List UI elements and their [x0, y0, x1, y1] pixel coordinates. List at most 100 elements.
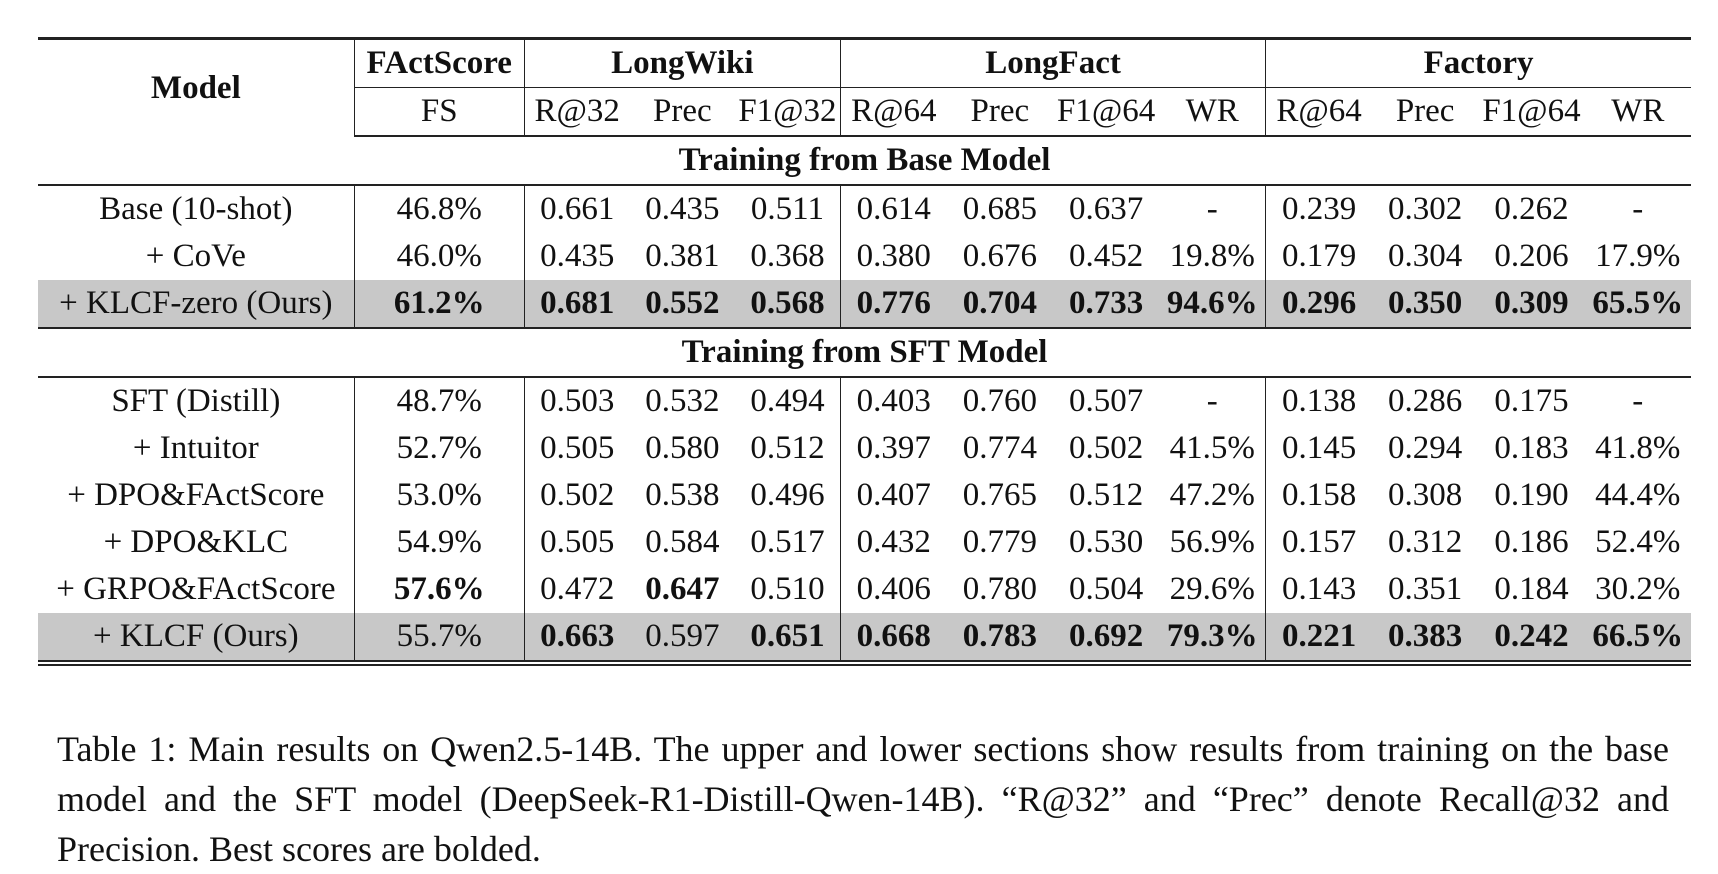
score-cell: 0.779: [962, 524, 1037, 560]
subheader: R@64: [840, 87, 947, 137]
score-cell: 0.186: [1494, 524, 1569, 560]
score-cell: 0.435: [645, 191, 720, 227]
model-name: + KLCF-zero (Ours): [38, 280, 355, 329]
score-cell: 0.397: [856, 430, 931, 466]
score-cell: 41.5%: [1159, 425, 1267, 472]
score-cell: 0.242: [1478, 613, 1585, 663]
score-cell: 0.294: [1388, 430, 1463, 466]
model-name: + CoVe: [38, 233, 355, 280]
score-cell: -: [1632, 383, 1644, 419]
score-cell: 0.668: [840, 613, 947, 663]
score-cell: 57.6%: [354, 566, 525, 613]
score-cell: 0.494: [735, 377, 841, 425]
score-cell: 0.552: [629, 280, 735, 329]
score-cell: 0.304: [1388, 238, 1463, 274]
score-cell: 0.435: [540, 238, 615, 274]
score-cell: 94.6%: [1159, 280, 1267, 329]
score-cell: 0.685: [962, 191, 1037, 227]
score-cell: 56.9%: [1159, 519, 1267, 566]
section-row: Training from Base Model: [38, 136, 1691, 186]
table-row: + Intuitor 52.7% 0.505 0.580 0.512 0.397 0.774…: [38, 425, 1691, 472]
score-cell: 0.692: [1053, 613, 1160, 663]
score-cell: 47.2%: [1159, 472, 1267, 519]
section-row: Training from SFT Model: [38, 328, 1691, 378]
score-cell: 0.597: [629, 613, 735, 663]
score-cell: 0.503: [540, 383, 615, 419]
subheader: F1@32: [735, 87, 841, 137]
subheader: R@32: [524, 87, 630, 137]
subheader: Prec: [629, 87, 735, 137]
score-cell: 0.530: [1069, 524, 1144, 560]
score-cell: 0.505: [540, 524, 615, 560]
score-cell: 0.407: [856, 477, 931, 513]
subheader: WR: [1584, 87, 1691, 137]
score-cell: 0.308: [1388, 477, 1463, 513]
score-cell: 0.760: [962, 383, 1037, 419]
score-cell: 65.5%: [1584, 280, 1691, 329]
score-cell: 0.584: [645, 524, 720, 560]
subheader: F1@64: [1478, 87, 1585, 137]
score-cell: 0.296: [1265, 280, 1372, 329]
score-cell: 0.505: [540, 430, 615, 466]
score-cell: 53.0%: [354, 472, 525, 519]
model-name: + KLCF (Ours): [38, 613, 355, 663]
score-cell: 0.532: [645, 383, 720, 419]
score-cell: 52.4%: [1595, 524, 1681, 560]
score-cell: 0.157: [1281, 524, 1357, 560]
score-cell: 0.568: [735, 280, 841, 329]
score-cell: 0.780: [962, 571, 1037, 607]
subheader-row: FS R@32 Prec F1@32 R@64 Prec F1@64 WR R@64 Prec F1…: [38, 87, 1691, 137]
score-cell: 0.239: [1281, 191, 1357, 227]
score-cell: 0.663: [524, 613, 630, 663]
score-cell: 0.432: [856, 524, 931, 560]
score-cell: 0.381: [645, 238, 720, 274]
model-name: SFT (Distill): [38, 377, 355, 425]
score-cell: 0.510: [735, 566, 841, 613]
model-name: + DPO&FActScore: [38, 472, 355, 519]
score-cell: 66.5%: [1584, 613, 1691, 663]
score-cell: 0.517: [735, 519, 841, 566]
score-cell: 46.8%: [354, 185, 525, 233]
model-name: + GRPO&FActScore: [38, 566, 355, 613]
score-cell: -: [1632, 191, 1644, 227]
score-cell: 0.183: [1494, 430, 1569, 466]
group-header: Factory: [1265, 38, 1691, 88]
score-cell: 46.0%: [354, 233, 525, 280]
score-cell: 0.776: [840, 280, 947, 329]
score-cell: 0.676: [962, 238, 1037, 274]
table-row: Base (10-shot) 46.8% 0.661 0.435 0.511 0.614 0…: [38, 185, 1691, 233]
subheader: WR: [1159, 87, 1267, 137]
score-cell: 0.502: [1069, 430, 1144, 466]
score-cell: 0.496: [735, 472, 841, 519]
score-cell: 0.452: [1069, 238, 1144, 274]
table-row: + DPO&FActScore 53.0% 0.502 0.538 0.496 0.407…: [38, 472, 1691, 519]
score-cell: 0.472: [540, 571, 615, 607]
table-row: + KLCF (Ours) 55.7% 0.663 0.597 0.651 0.668 0.…: [38, 613, 1691, 663]
score-cell: 0.312: [1388, 524, 1463, 560]
score-cell: 0.733: [1053, 280, 1160, 329]
section-title: Training from SFT Model: [38, 328, 1691, 378]
subheader: FS: [354, 87, 525, 137]
score-cell: 0.143: [1281, 571, 1357, 607]
score-cell: 29.6%: [1159, 566, 1267, 613]
score-cell: 0.190: [1494, 477, 1569, 513]
score-cell: 0.179: [1281, 238, 1357, 274]
model-name: + DPO&KLC: [38, 519, 355, 566]
table-row: + KLCF-zero (Ours) 61.2% 0.681 0.552 0.568 0.…: [38, 280, 1691, 329]
score-cell: 0.406: [856, 571, 931, 607]
score-cell: 0.184: [1494, 571, 1569, 607]
score-cell: 0.206: [1494, 238, 1569, 274]
score-cell: 0.504: [1069, 571, 1144, 607]
score-cell: 0.351: [1388, 571, 1463, 607]
score-cell: 0.221: [1265, 613, 1372, 663]
score-cell: 0.774: [962, 430, 1037, 466]
score-cell: 0.302: [1388, 191, 1463, 227]
score-cell: 0.512: [1069, 477, 1144, 513]
score-cell: 48.7%: [354, 377, 525, 425]
score-cell: 0.286: [1388, 383, 1463, 419]
score-cell: 52.7%: [354, 425, 525, 472]
score-cell: 0.783: [946, 613, 1053, 663]
score-cell: 54.9%: [354, 519, 525, 566]
score-cell: 0.350: [1371, 280, 1479, 329]
